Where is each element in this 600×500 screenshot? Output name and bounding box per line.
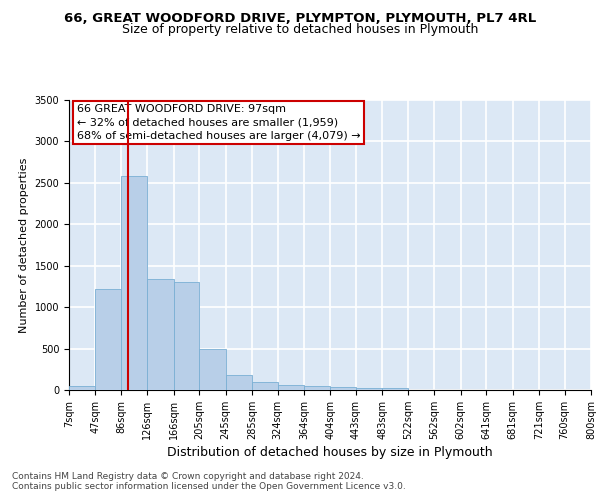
Bar — [252, 382, 278, 390]
Bar — [226, 374, 252, 390]
Y-axis label: Number of detached properties: Number of detached properties — [19, 158, 29, 332]
Text: Size of property relative to detached houses in Plymouth: Size of property relative to detached ho… — [122, 22, 478, 36]
Bar — [199, 349, 226, 390]
Bar — [382, 388, 408, 390]
Bar — [69, 386, 95, 390]
Bar — [95, 289, 121, 390]
Bar — [148, 279, 173, 390]
Bar — [173, 282, 199, 390]
Bar — [356, 388, 382, 390]
Text: Contains HM Land Registry data © Crown copyright and database right 2024.: Contains HM Land Registry data © Crown c… — [12, 472, 364, 481]
Text: Contains public sector information licensed under the Open Government Licence v3: Contains public sector information licen… — [12, 482, 406, 491]
X-axis label: Distribution of detached houses by size in Plymouth: Distribution of detached houses by size … — [167, 446, 493, 459]
Bar — [121, 176, 148, 390]
Bar — [278, 386, 304, 390]
Bar — [331, 387, 356, 390]
Bar — [304, 386, 331, 390]
Text: 66 GREAT WOODFORD DRIVE: 97sqm
← 32% of detached houses are smaller (1,959)
68% : 66 GREAT WOODFORD DRIVE: 97sqm ← 32% of … — [77, 104, 361, 141]
Text: 66, GREAT WOODFORD DRIVE, PLYMPTON, PLYMOUTH, PL7 4RL: 66, GREAT WOODFORD DRIVE, PLYMPTON, PLYM… — [64, 12, 536, 26]
